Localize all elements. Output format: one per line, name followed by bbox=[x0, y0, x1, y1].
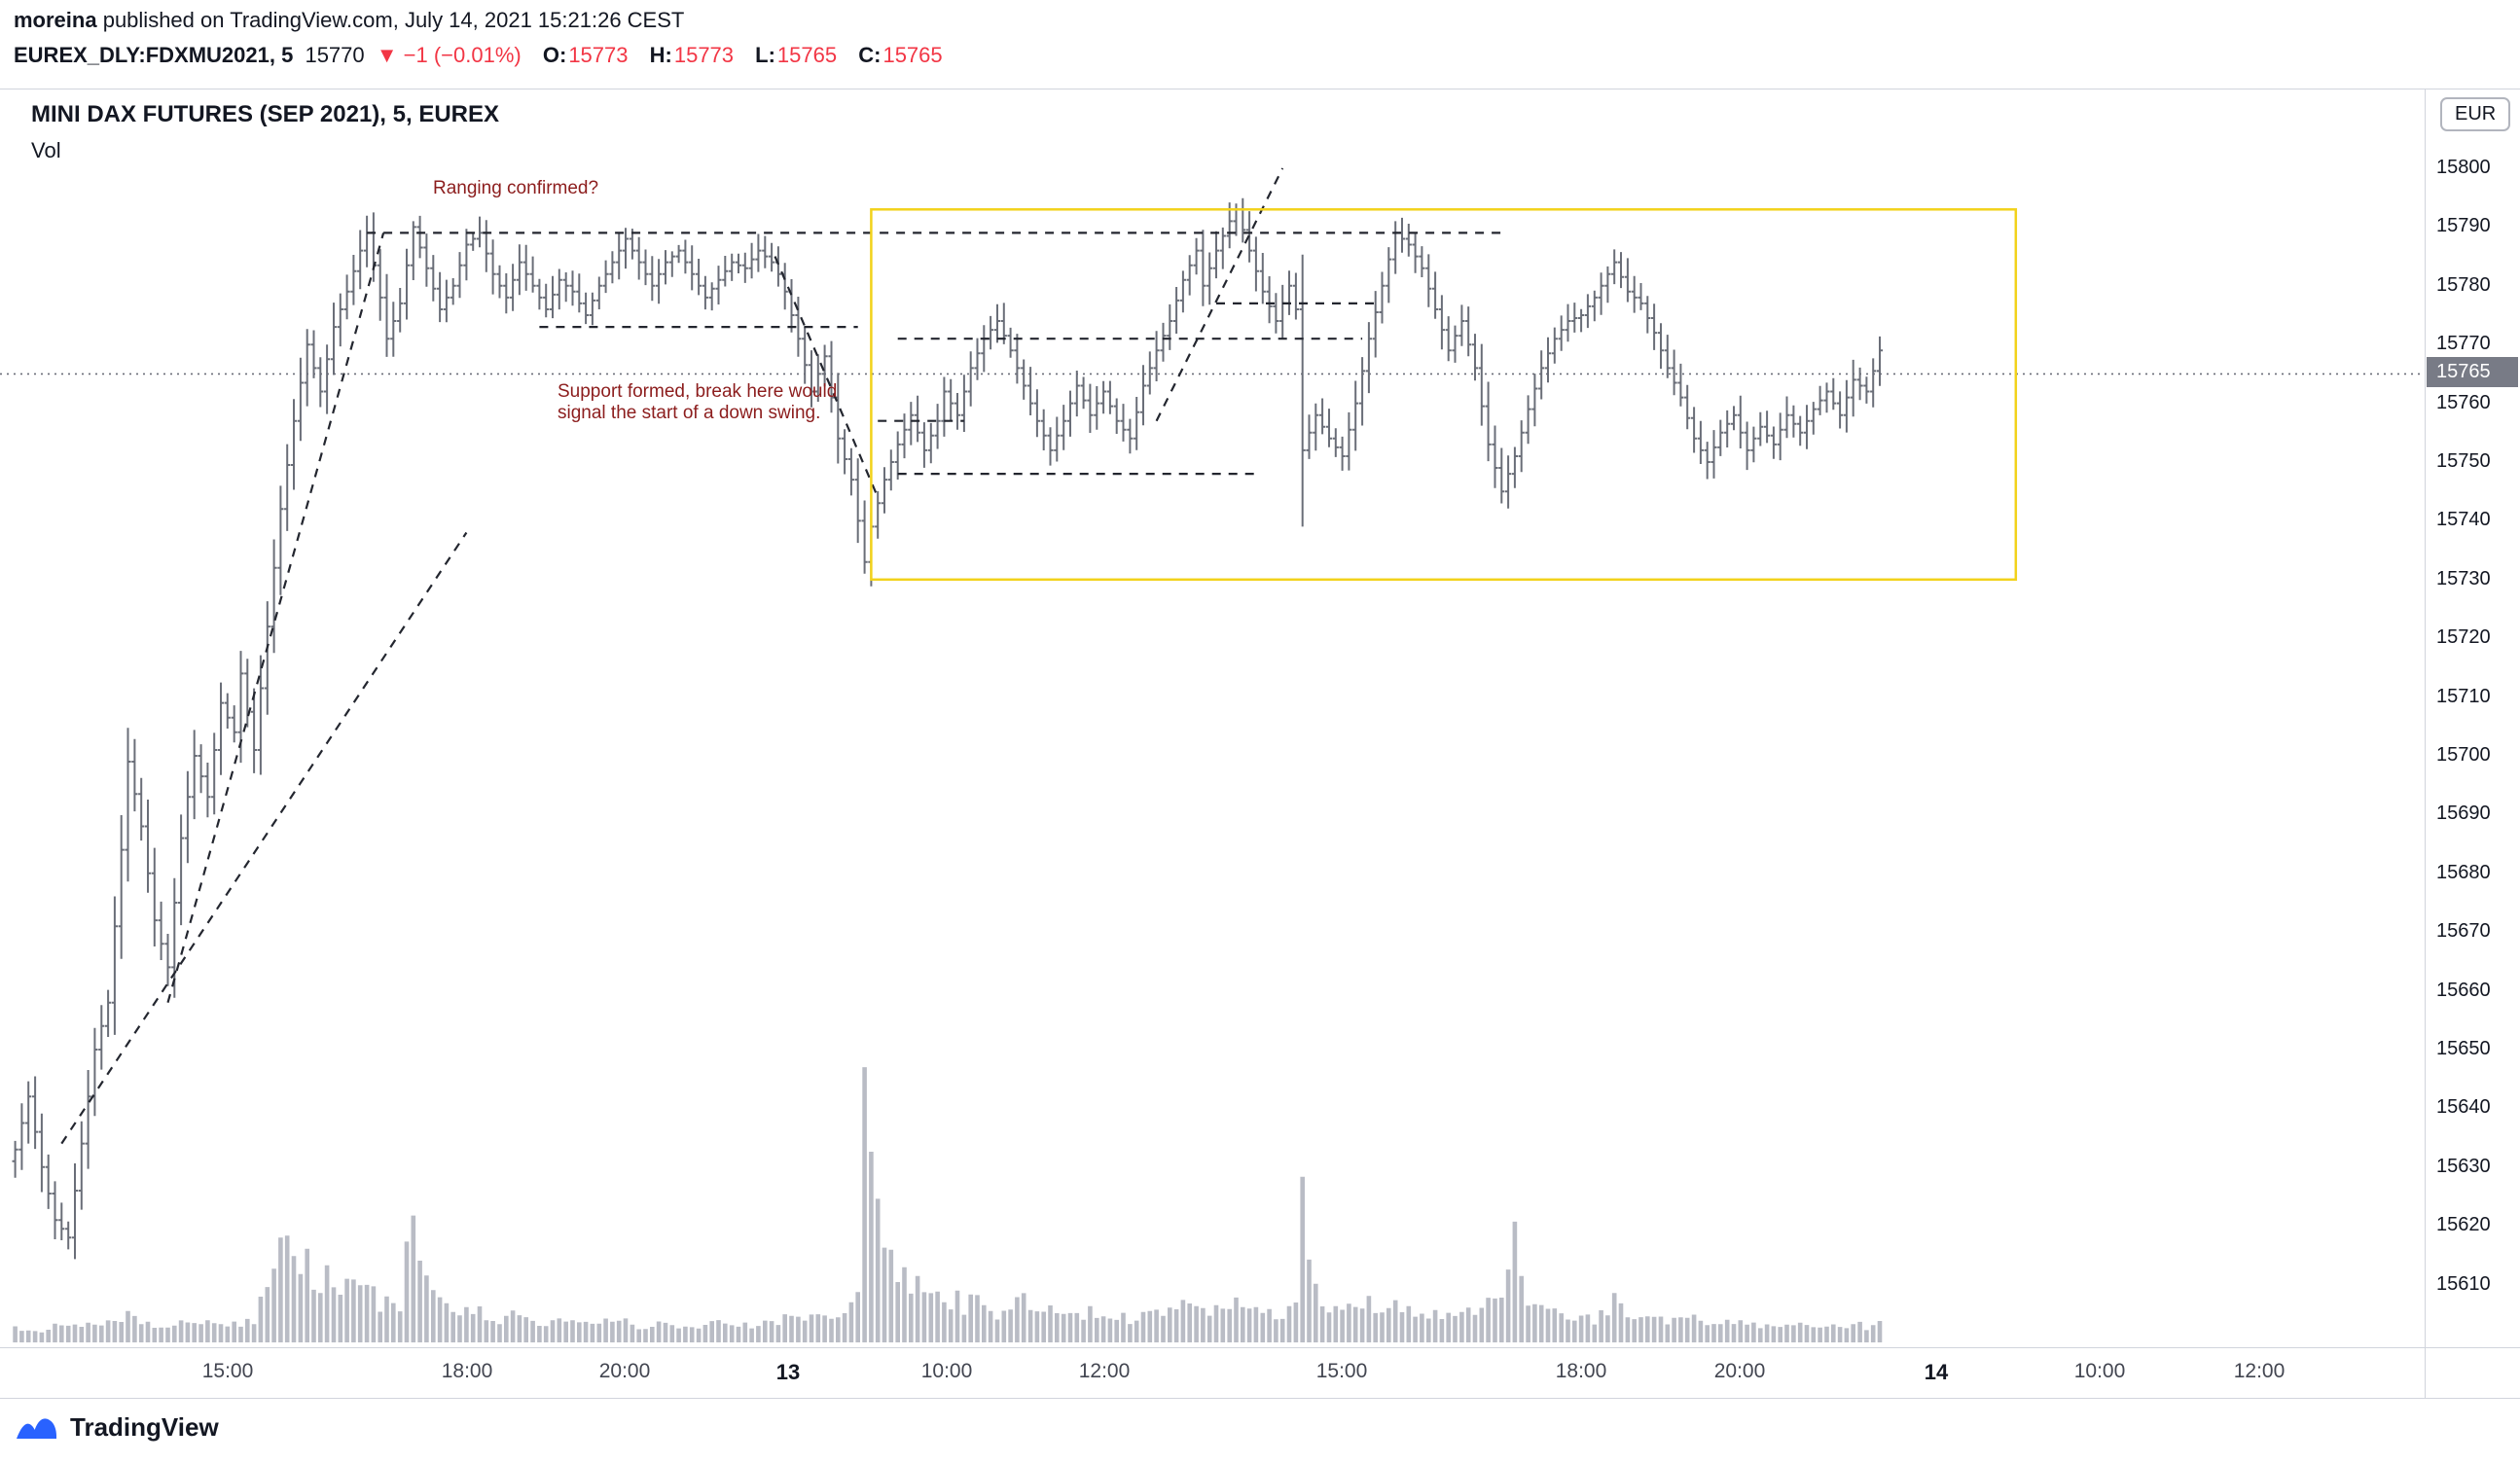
dashed-trendline bbox=[774, 256, 880, 498]
price-tick-label: 15690 bbox=[2436, 803, 2491, 825]
time-tick-label: 15:00 bbox=[201, 1360, 254, 1382]
time-tick-label: 20:00 bbox=[598, 1360, 651, 1382]
price-axis-separator bbox=[2425, 89, 2426, 1398]
price-tick-label: 15620 bbox=[2436, 1214, 2491, 1236]
low-label: L: bbox=[755, 43, 775, 67]
publish-meta: published on TradingView.com, July 14, 2… bbox=[96, 8, 685, 32]
price-tick-label: 15640 bbox=[2436, 1096, 2491, 1119]
open-label: O: bbox=[542, 43, 567, 67]
price-tick-label: 15650 bbox=[2436, 1038, 2491, 1059]
symbol-name: EUREX_DLY:FDXMU2021, 5 bbox=[14, 43, 294, 67]
time-axis[interactable]: 15:00 18:00 20:00 13 10:00 12:00 15:00 18:00 20:… bbox=[0, 1347, 2520, 1398]
author-name: moreina bbox=[14, 8, 97, 32]
brand-name[interactable]: TradingView bbox=[70, 1411, 219, 1442]
high-label: H: bbox=[649, 43, 672, 67]
open-value: 15773 bbox=[568, 43, 629, 67]
price-tick-label: 15700 bbox=[2436, 744, 2491, 766]
time-tick-label: 10:00 bbox=[920, 1360, 973, 1382]
price-tick-label: 15610 bbox=[2436, 1272, 2491, 1295]
time-axis-separator bbox=[0, 1347, 2520, 1348]
price-tick-label: 15660 bbox=[2436, 979, 2491, 1001]
time-tick-label: 14 bbox=[1924, 1360, 1949, 1384]
close-label: C: bbox=[858, 43, 882, 67]
price-tick-label: 15760 bbox=[2436, 391, 2491, 413]
volume-study-label: Vol bbox=[31, 138, 61, 162]
price-tick-label: 15670 bbox=[2436, 920, 2491, 943]
pane-title: MINI DAX FUTURES (SEP 2021), 5, EUREX bbox=[31, 101, 500, 127]
range-box bbox=[870, 208, 2018, 582]
time-tick-label: 18:00 bbox=[441, 1360, 493, 1382]
price-change: ▼ −1 (−0.01%) bbox=[376, 43, 522, 67]
chart-drawings bbox=[0, 167, 2425, 1145]
price-tick-label: 15800 bbox=[2436, 157, 2491, 178]
close-value: 15765 bbox=[882, 43, 943, 67]
symbol-info-bar: EUREX_DLY:FDXMU2021, 5 15770 ▼ −1 (−0.01… bbox=[14, 43, 943, 68]
time-tick-label: 20:00 bbox=[1713, 1360, 1766, 1382]
price-tick-label: 15630 bbox=[2436, 1155, 2491, 1177]
dashed-trendline bbox=[60, 531, 468, 1145]
price-tick-label: 15740 bbox=[2436, 509, 2491, 531]
publish-info: moreina published on TradingView.com, Ju… bbox=[14, 8, 684, 33]
price-tick-label: 15730 bbox=[2436, 567, 2491, 589]
price-series bbox=[12, 197, 1884, 1260]
time-tick-label: 10:00 bbox=[2073, 1360, 2126, 1382]
chart-bottom-border bbox=[0, 1398, 2520, 1399]
price-tick-label: 15720 bbox=[2436, 626, 2491, 649]
time-tick-label: 12:00 bbox=[1078, 1360, 1131, 1382]
time-tick-label: 13 bbox=[775, 1360, 801, 1384]
price-tick-label: 15780 bbox=[2436, 273, 2491, 296]
last-price-badge: 15765 bbox=[2427, 357, 2518, 388]
price-tick-label: 15790 bbox=[2436, 215, 2491, 237]
price-tick-label: 15680 bbox=[2436, 861, 2491, 883]
tradingview-logo[interactable] bbox=[16, 1409, 58, 1445]
time-tick-label: 18:00 bbox=[1555, 1360, 1607, 1382]
time-tick-label: 15:00 bbox=[1315, 1360, 1368, 1382]
dashed-trendline bbox=[166, 232, 385, 1003]
price-tick-label: 15770 bbox=[2436, 333, 2491, 355]
high-value: 15773 bbox=[673, 43, 735, 67]
last-price-value: 15770 bbox=[305, 43, 365, 67]
volume-series bbox=[13, 1067, 1883, 1342]
price-tick-label: 15710 bbox=[2436, 685, 2491, 707]
price-axis[interactable]: 15800 15790 15780 15770 15760 15750 15740 15730… bbox=[2425, 89, 2520, 1398]
currency-badge: EUR bbox=[2440, 97, 2511, 131]
price-tick-label: 15750 bbox=[2436, 450, 2491, 472]
low-value: 15765 bbox=[776, 43, 838, 67]
time-tick-label: 12:00 bbox=[2233, 1360, 2286, 1382]
footer-brand[interactable]: TradingView bbox=[16, 1409, 219, 1445]
